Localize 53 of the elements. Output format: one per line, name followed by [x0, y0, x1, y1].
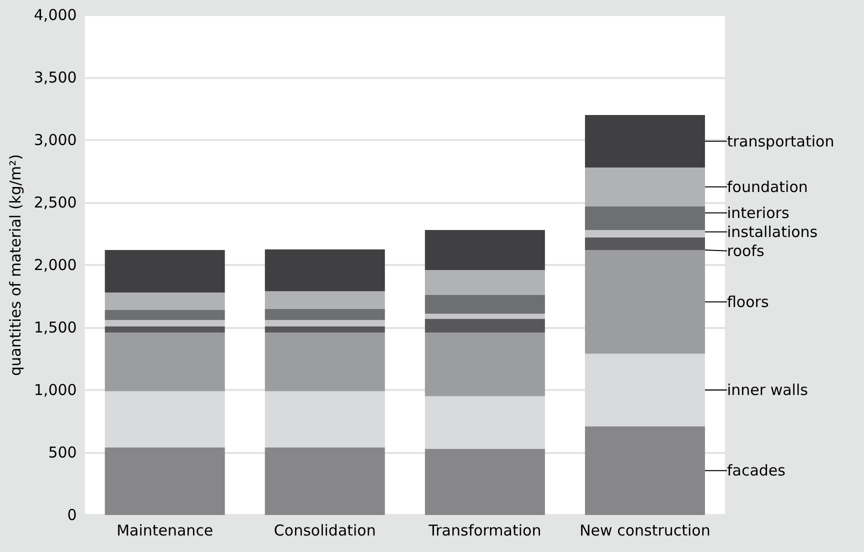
y-tick-label: 2,000	[34, 256, 77, 274]
bar	[584, 238, 705, 250]
series-label: installations	[726, 222, 818, 241]
bar	[104, 448, 225, 515]
x-tick-label: Consolidation	[274, 522, 376, 540]
bar	[104, 332, 225, 392]
bar	[424, 332, 545, 396]
series-label: facades	[726, 462, 786, 480]
bar	[104, 320, 225, 326]
y-tick-label: 2,500	[34, 194, 77, 212]
bar	[264, 320, 385, 326]
bar	[264, 308, 385, 320]
y-tick-label: 3,500	[34, 68, 77, 86]
bar	[264, 249, 385, 292]
bar	[264, 332, 385, 392]
series-label: inner walls	[726, 381, 808, 399]
bar	[104, 310, 225, 320]
y-tick-label: 3,000	[34, 131, 77, 149]
series-label: foundation	[726, 178, 808, 196]
series-label: floors	[726, 292, 769, 311]
bar	[264, 391, 385, 448]
y-tick-label: 500	[48, 444, 77, 462]
y-tick-label: 4,000	[34, 6, 77, 24]
bar	[424, 318, 545, 332]
bar	[104, 292, 225, 310]
bar	[584, 168, 705, 206]
bar	[584, 115, 705, 168]
y-tick-label: 1,500	[34, 318, 77, 336]
bar	[424, 448, 545, 515]
bar	[424, 295, 545, 314]
x-tick-label: Maintenance	[116, 522, 214, 540]
y-tick-label: 1,000	[34, 381, 77, 399]
series-label: transportation	[726, 132, 834, 150]
y-axis-title: quantities of material (kg/m²)	[6, 154, 24, 376]
bar	[584, 206, 705, 230]
bar	[264, 326, 385, 332]
series-label: roofs	[726, 242, 764, 260]
bar	[584, 250, 705, 354]
x-tick-label: Transformation	[428, 522, 542, 540]
bar	[264, 291, 385, 309]
bar	[584, 426, 705, 515]
bar	[104, 326, 225, 332]
bar	[264, 448, 385, 515]
bar	[104, 250, 225, 292]
bar	[424, 396, 545, 449]
bar	[424, 314, 545, 319]
bar	[584, 230, 705, 238]
bar	[424, 270, 545, 295]
x-tick-label: New construction	[580, 522, 710, 540]
series-label: interiors	[726, 204, 790, 222]
bar	[104, 391, 225, 448]
y-tick-label: 0	[67, 506, 77, 524]
bar	[424, 230, 545, 270]
